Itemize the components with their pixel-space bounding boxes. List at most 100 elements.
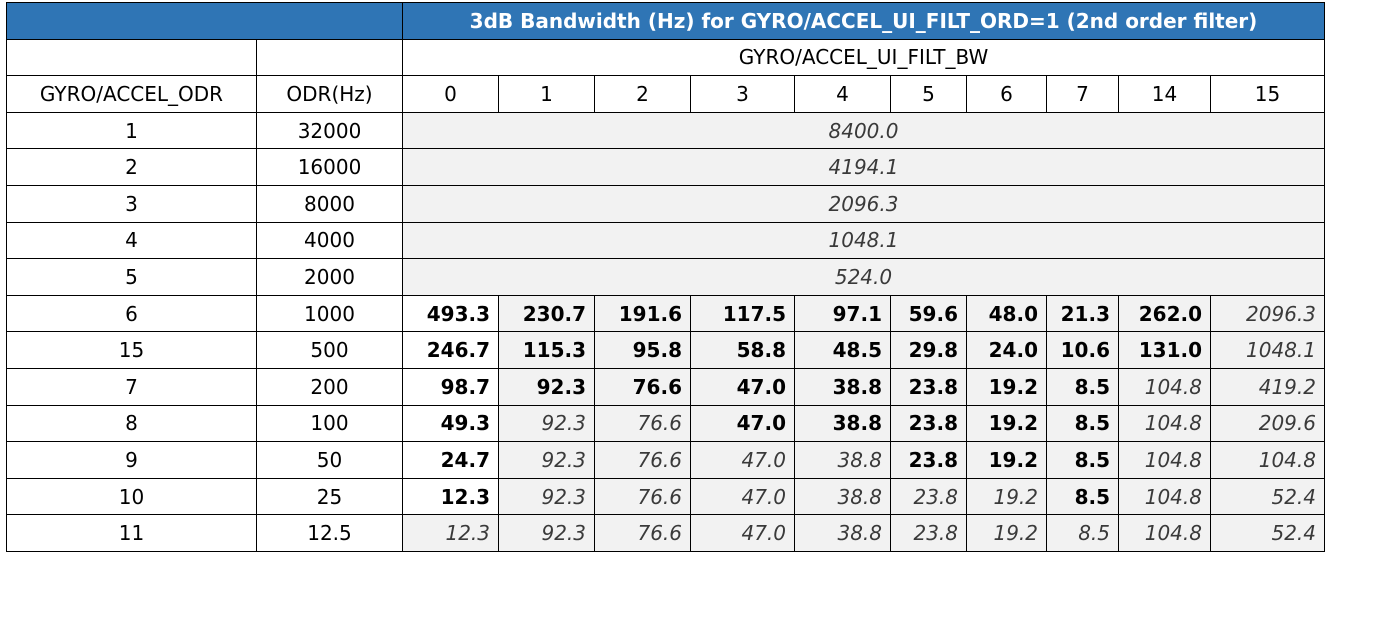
bandwidth-value-cell: 131.0 xyxy=(1118,331,1211,369)
bw-header-cell: 4 xyxy=(794,75,891,113)
odr-code-cell: 11 xyxy=(6,514,257,552)
odr-code-cell: 8 xyxy=(6,404,257,443)
odr-code-cell: 10 xyxy=(6,477,257,516)
bandwidth-value-cell: 92.3 xyxy=(498,441,595,479)
table-row: 8 100 49.3 92.3 76.6 47.0 38.8 23.8 19.2 8.5 104.8… xyxy=(6,404,1325,443)
bandwidth-value-cell: 92.3 xyxy=(498,367,595,406)
bandwidth-value-cell: 92.3 xyxy=(498,514,595,552)
bandwidth-value-cell: 493.3 xyxy=(402,294,499,333)
bandwidth-value-cell: 8.5 xyxy=(1046,367,1119,406)
bw-header-cell: 2 xyxy=(594,75,691,113)
bandwidth-value-cell: 95.8 xyxy=(594,331,691,369)
bandwidth-value-cell: 58.8 xyxy=(690,331,795,369)
bandwidth-value-cell: 12.3 xyxy=(402,514,499,552)
bandwidth-value-cell: 8.5 xyxy=(1046,477,1119,516)
odr-code-cell: 6 xyxy=(6,294,257,333)
title-row-blank xyxy=(6,2,403,40)
bandwidth-value-cell: 104.8 xyxy=(1118,514,1211,552)
bandwidth-value-cell: 52.4 xyxy=(1210,477,1325,516)
bandwidth-value-cell: 104.8 xyxy=(1118,441,1211,479)
bandwidth-value-cell: 12.3 xyxy=(402,477,499,516)
merged-bandwidth-cell: 1048.1 xyxy=(402,221,1325,260)
bandwidth-value-cell: 19.2 xyxy=(966,514,1047,552)
odr-hz-cell: 100 xyxy=(256,404,403,443)
odr-hz-cell: 12.5 xyxy=(256,514,403,552)
bandwidth-value-cell: 76.6 xyxy=(594,477,691,516)
bw-header-cell: 14 xyxy=(1118,75,1211,113)
bandwidth-value-cell: 24.0 xyxy=(966,331,1047,369)
bw-header-cell: 5 xyxy=(890,75,967,113)
odr-hz-cell: 32000 xyxy=(256,111,403,150)
odr-hz-cell: 50 xyxy=(256,441,403,479)
bandwidth-value-cell: 48.0 xyxy=(966,294,1047,333)
odr-hz-cell: 25 xyxy=(256,477,403,516)
table-row: 4 4000 1048.1 xyxy=(6,221,1325,260)
merged-bandwidth-cell: 8400.0 xyxy=(402,111,1325,150)
group-header-blank-1 xyxy=(6,38,257,77)
bandwidth-value-cell: 1048.1 xyxy=(1210,331,1325,369)
bandwidth-value-cell: 419.2 xyxy=(1210,367,1325,406)
bandwidth-value-cell: 8.5 xyxy=(1046,514,1119,552)
bandwidth-value-cell: 8.5 xyxy=(1046,404,1119,443)
bandwidth-value-cell: 59.6 xyxy=(890,294,967,333)
odr-code-cell: 2 xyxy=(6,148,257,186)
bandwidth-value-cell: 10.6 xyxy=(1046,331,1119,369)
bandwidth-value-cell: 76.6 xyxy=(594,404,691,443)
odr-hz-cell: 200 xyxy=(256,367,403,406)
bandwidth-value-cell: 98.7 xyxy=(402,367,499,406)
bandwidth-value-cell: 38.8 xyxy=(794,514,891,552)
bandwidth-value-cell: 104.8 xyxy=(1118,477,1211,516)
bw-header-cell: 7 xyxy=(1046,75,1119,113)
bandwidth-value-cell: 23.8 xyxy=(890,367,967,406)
bandwidth-value-cell: 104.8 xyxy=(1118,404,1211,443)
odr-hz-cell: 2000 xyxy=(256,258,403,296)
bandwidth-value-cell: 262.0 xyxy=(1118,294,1211,333)
bandwidth-value-cell: 104.8 xyxy=(1210,441,1325,479)
bandwidth-value-cell: 23.8 xyxy=(890,514,967,552)
group-header-blank-2 xyxy=(256,38,403,77)
merged-bandwidth-cell: 2096.3 xyxy=(402,184,1325,223)
bandwidth-value-cell: 76.6 xyxy=(594,367,691,406)
table-row: 2 16000 4194.1 xyxy=(6,148,1325,186)
bandwidth-value-cell: 47.0 xyxy=(690,514,795,552)
bandwidth-value-cell: 47.0 xyxy=(690,441,795,479)
bandwidth-value-cell: 23.8 xyxy=(890,404,967,443)
bw-header-cell: 0 xyxy=(402,75,499,113)
table-row: 10 25 12.3 92.3 76.6 47.0 38.8 23.8 19.2 8.5 104.8… xyxy=(6,477,1325,516)
bandwidth-value-cell: 92.3 xyxy=(498,404,595,443)
bandwidth-value-cell: 21.3 xyxy=(1046,294,1119,333)
bandwidth-table: 3dB Bandwidth (Hz) for GYRO/ACCEL_UI_FIL… xyxy=(6,2,1325,552)
table-row: 9 50 24.7 92.3 76.6 47.0 38.8 23.8 19.2 8.5 104.8 1… xyxy=(6,441,1325,479)
bandwidth-value-cell: 48.5 xyxy=(794,331,891,369)
bandwidth-value-cell: 19.2 xyxy=(966,367,1047,406)
bandwidth-value-cell: 19.2 xyxy=(966,404,1047,443)
bandwidth-value-cell: 246.7 xyxy=(402,331,499,369)
table-row: 7 200 98.7 92.3 76.6 47.0 38.8 23.8 19.2 8.5 104.8… xyxy=(6,367,1325,406)
bandwidth-value-cell: 230.7 xyxy=(498,294,595,333)
bandwidth-value-cell: 47.0 xyxy=(690,477,795,516)
bandwidth-value-cell: 38.8 xyxy=(794,441,891,479)
bandwidth-value-cell: 191.6 xyxy=(594,294,691,333)
odr-hz-cell: 8000 xyxy=(256,184,403,223)
odr-code-cell: 7 xyxy=(6,367,257,406)
group-header-row: GYRO/ACCEL_UI_FILT_BW xyxy=(6,38,1325,77)
bandwidth-value-cell: 23.8 xyxy=(890,441,967,479)
odr-hz-cell: 1000 xyxy=(256,294,403,333)
table-row: 1 32000 8400.0 xyxy=(6,111,1325,150)
title-row: 3dB Bandwidth (Hz) for GYRO/ACCEL_UI_FIL… xyxy=(6,2,1325,40)
bandwidth-value-cell: 24.7 xyxy=(402,441,499,479)
bandwidth-value-cell: 2096.3 xyxy=(1210,294,1325,333)
bandwidth-value-cell: 38.8 xyxy=(794,404,891,443)
table-row: 5 2000 524.0 xyxy=(6,258,1325,296)
odr-code-cell: 1 xyxy=(6,111,257,150)
bw-header-cell: 3 xyxy=(690,75,795,113)
bandwidth-value-cell: 52.4 xyxy=(1210,514,1325,552)
bandwidth-value-cell: 8.5 xyxy=(1046,441,1119,479)
bandwidth-value-cell: 47.0 xyxy=(690,404,795,443)
bandwidth-value-cell: 23.8 xyxy=(890,477,967,516)
merged-bandwidth-cell: 524.0 xyxy=(402,258,1325,296)
table-row: 15 500 246.7 115.3 95.8 58.8 48.5 29.8 24.0 10.6 1… xyxy=(6,331,1325,369)
table-row: 11 12.5 12.3 92.3 76.6 47.0 38.8 23.8 19.2 8.5 104… xyxy=(6,514,1325,552)
bandwidth-value-cell: 19.2 xyxy=(966,441,1047,479)
bandwidth-value-cell: 117.5 xyxy=(690,294,795,333)
